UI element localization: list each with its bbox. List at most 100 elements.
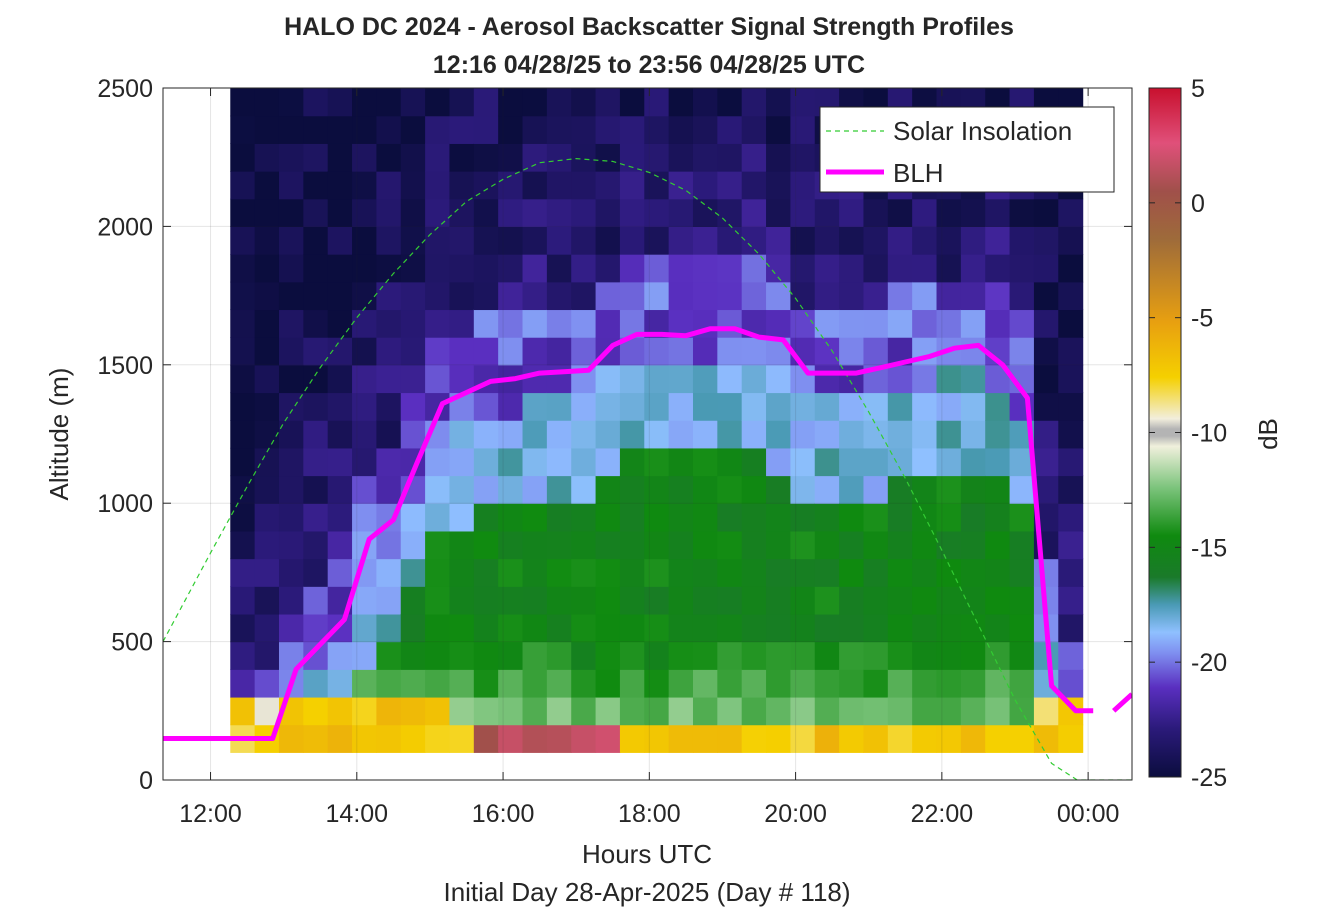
heatmap-cell xyxy=(960,613,986,643)
heatmap-cell xyxy=(522,115,548,144)
heatmap-cell xyxy=(619,115,645,144)
heatmap-cell xyxy=(741,558,767,587)
heatmap-cell xyxy=(887,696,913,726)
heatmap-cell xyxy=(571,641,597,670)
heatmap-cell xyxy=(595,447,621,477)
heatmap-cell xyxy=(230,115,256,144)
heatmap-cell xyxy=(546,669,572,698)
heatmap-cell xyxy=(473,641,499,670)
heatmap-cell xyxy=(254,226,280,255)
heatmap-cell xyxy=(619,669,645,698)
heatmap-cell xyxy=(595,88,621,117)
heatmap-cell xyxy=(254,558,280,587)
x-tick-label: 18:00 xyxy=(618,800,681,828)
heatmap-cell xyxy=(278,198,304,227)
heatmap-cell xyxy=(303,171,329,200)
heatmap-cell xyxy=(644,613,670,643)
heatmap-cell xyxy=(571,143,597,172)
heatmap-cell xyxy=(449,115,475,144)
heatmap-cell xyxy=(400,309,426,338)
heatmap-cell xyxy=(960,281,986,311)
heatmap-cell xyxy=(741,143,767,172)
heatmap-cell xyxy=(425,88,451,117)
heatmap-cell xyxy=(985,198,1011,227)
heatmap-cell xyxy=(1009,503,1035,532)
heatmap-cell xyxy=(839,641,865,670)
heatmap-cell xyxy=(498,115,524,144)
heatmap-cell xyxy=(376,88,402,117)
heatmap-cell xyxy=(887,475,913,504)
heatmap-cell xyxy=(668,420,694,449)
heatmap-cell xyxy=(254,392,280,421)
heatmap-cell xyxy=(425,696,451,726)
heatmap-cell xyxy=(352,226,377,255)
heatmap-cell xyxy=(400,613,426,643)
heatmap-cell xyxy=(717,392,743,421)
heatmap-cell xyxy=(376,337,402,366)
heatmap-cell xyxy=(985,420,1011,449)
heatmap-cell xyxy=(400,586,426,615)
heatmap-cell xyxy=(449,88,475,117)
heatmap-cell xyxy=(668,171,694,200)
heatmap-cell xyxy=(1009,613,1035,643)
heatmap-cell xyxy=(936,613,962,643)
colorbar-tick-label: -5 xyxy=(1191,305,1213,333)
heatmap-cell xyxy=(863,586,889,615)
heatmap-cell xyxy=(936,447,962,477)
heatmap-cell xyxy=(571,254,597,283)
heatmap-cell xyxy=(546,254,572,283)
heatmap-cell xyxy=(498,530,524,560)
heatmap-cell xyxy=(741,364,767,394)
heatmap-cell xyxy=(985,669,1011,698)
heatmap-cell xyxy=(303,226,329,255)
heatmap-cell xyxy=(278,309,304,338)
heatmap-cell xyxy=(230,309,256,338)
heatmap-cell xyxy=(960,392,986,421)
heatmap-cell xyxy=(352,420,377,449)
heatmap-cell xyxy=(522,281,548,311)
heatmap-cell xyxy=(1058,420,1084,449)
heatmap-cell xyxy=(766,724,791,753)
heatmap-cell xyxy=(814,613,840,643)
legend-solar-label: Solar Insolation xyxy=(893,116,1072,146)
heatmap-cell xyxy=(230,530,256,560)
heatmap-cell xyxy=(278,254,304,283)
heatmap-cell xyxy=(668,198,694,227)
heatmap-cell xyxy=(1009,198,1035,227)
heatmap-cell xyxy=(230,392,256,421)
heatmap-cell xyxy=(790,503,816,532)
heatmap-cell xyxy=(230,171,256,200)
heatmap-cell xyxy=(960,198,986,227)
heatmap-cell xyxy=(912,254,938,283)
heatmap-cell xyxy=(546,392,572,421)
heatmap-cell xyxy=(400,392,426,421)
heatmap-cell xyxy=(595,613,621,643)
heatmap-cell xyxy=(571,392,597,421)
heatmap-cell xyxy=(912,586,938,615)
heatmap-cell xyxy=(619,171,645,200)
heatmap-cell xyxy=(839,558,865,587)
colorbar-tick-label: -20 xyxy=(1191,649,1227,677)
heatmap-cell xyxy=(790,696,816,726)
x-tick-label: 22:00 xyxy=(911,800,974,828)
heatmap-cell xyxy=(425,613,451,643)
chart-title: HALO DC 2024 - Aerosol Backscatter Signa… xyxy=(284,13,1014,41)
heatmap-cell xyxy=(692,364,718,394)
heatmap-cell xyxy=(839,364,865,394)
heatmap-cell xyxy=(887,420,913,449)
heatmap-cell xyxy=(936,392,962,421)
heatmap-cell xyxy=(912,669,938,698)
x-axis: 12:00 14:00 16:00 18:00 20:00 22:00 00:00 xyxy=(179,88,1119,828)
heatmap-cell xyxy=(717,198,743,227)
heatmap-cell xyxy=(327,392,353,421)
heatmap-cell xyxy=(303,198,329,227)
heatmap-cell xyxy=(303,309,329,338)
heatmap-cell xyxy=(717,613,743,643)
heatmap-cell xyxy=(278,88,304,117)
heatmap-cell xyxy=(1009,669,1035,698)
heatmap-cell xyxy=(741,88,767,117)
heatmap-cell xyxy=(692,88,718,117)
heatmap-cell xyxy=(668,558,694,587)
heatmap-cell xyxy=(936,503,962,532)
heatmap-cell xyxy=(230,281,256,311)
